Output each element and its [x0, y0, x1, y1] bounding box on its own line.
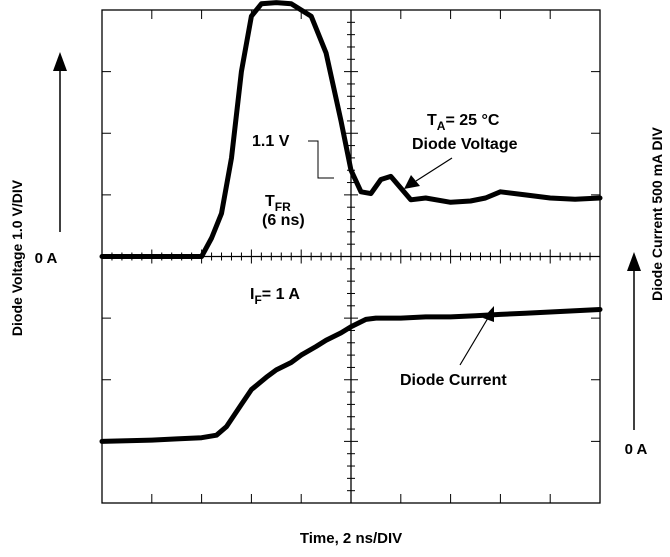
voltage-arrow-head	[53, 52, 67, 71]
ta-rest: = 25 °C	[445, 112, 499, 129]
if-sub: F	[254, 293, 261, 307]
ta-main: T	[427, 112, 437, 129]
if-annotation: IF= 1 A	[250, 286, 300, 307]
svg-text:TFR: TFR	[265, 193, 291, 214]
tfr-main: T	[265, 193, 275, 210]
x-axis-label: Time, 2 ns/DIV	[300, 530, 402, 547]
if-rest: = 1 A	[262, 286, 301, 303]
svg-text:TA= 25 °C: TA= 25 °C	[427, 112, 500, 133]
voltage-pointer-head	[404, 175, 420, 189]
current-zero-label: 0 A	[625, 441, 648, 458]
ta-annotation: TA= 25 °C Diode Voltage	[412, 112, 518, 153]
if-main: I	[250, 286, 254, 303]
ta-sub: A	[437, 119, 446, 133]
diode-voltage-trace	[99, 0, 603, 259]
current-pointer-line	[459, 317, 489, 366]
tfr-sub: FR	[275, 200, 291, 214]
v-level-label: 1.1 V	[252, 133, 290, 150]
diode-voltage-label: Diode Voltage	[412, 136, 518, 153]
tfr-annotation: TFR (6 ns)	[262, 193, 305, 229]
current-pointer-head	[483, 306, 494, 322]
axis-ticks	[102, 10, 600, 503]
y-axis-right-label: Diode Current 500 mA DIV	[649, 126, 665, 300]
y-axis-left-label: Diode Voltage 1.0 V/DIV	[9, 179, 25, 336]
voltage-zero-label: 0 A	[35, 250, 58, 267]
v-level-leader	[308, 140, 334, 179]
voltage-pointer-line	[415, 157, 453, 182]
current-arrow-head	[627, 252, 641, 271]
diode-current-label: Diode Current	[400, 372, 507, 389]
svg-text:IF= 1 A: IF= 1 A	[250, 286, 300, 307]
tfr-value: (6 ns)	[262, 212, 305, 229]
